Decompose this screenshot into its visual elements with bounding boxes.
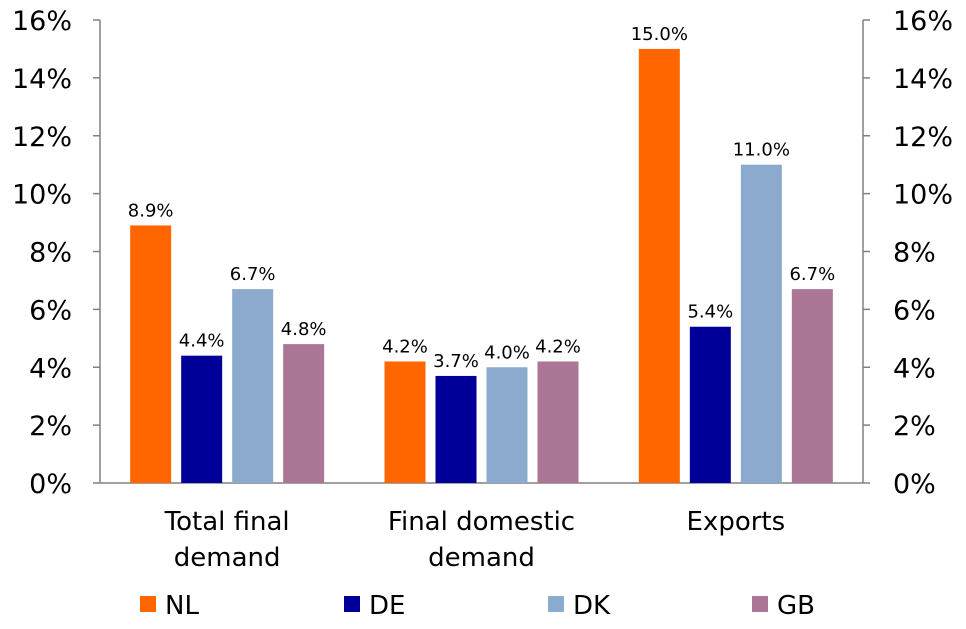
legend-label-nl: NL [165, 591, 199, 621]
bar-gb [791, 289, 833, 483]
legend-swatch-dk [548, 596, 564, 612]
left-tick-label: 4% [29, 353, 72, 384]
axes: 0% 0% 2% 2% 4% 4% 6% 6% 8% 8% 10% 10% 12% 12% 14% 14% 16… [12, 6, 953, 500]
bar-de [435, 375, 477, 483]
left-tick-label: 10% [12, 180, 72, 211]
bar-dk [232, 289, 274, 483]
data-label: 4.2% [535, 336, 581, 357]
bar-nl [384, 361, 426, 483]
category-label: demand [174, 543, 281, 573]
legend-label-dk: DK [573, 591, 611, 621]
legend-label-gb: GB [777, 591, 815, 621]
left-tick-label: 0% [29, 469, 72, 500]
left-tick-label: 16% [12, 6, 72, 37]
right-tick-label: 4% [893, 353, 936, 384]
left-tick-label: 14% [12, 64, 72, 95]
data-label: 4.4% [179, 331, 225, 352]
category-label: Exports [687, 507, 786, 537]
bar-dk [486, 367, 528, 483]
left-tick-label: 12% [12, 122, 72, 153]
left-tick-label: 6% [29, 295, 72, 326]
category-label: Final domestic [388, 507, 575, 537]
category-label: Total final [164, 507, 290, 537]
data-label: 4.2% [382, 336, 428, 357]
right-tick-label: 10% [893, 180, 953, 211]
data-label: 11.0% [733, 140, 790, 161]
data-label: 4.8% [281, 319, 327, 340]
right-tick-label: 12% [893, 122, 953, 153]
legend-swatch-nl [140, 596, 156, 612]
legend-swatch-gb [752, 596, 768, 612]
left-tick-label: 2% [29, 411, 72, 442]
right-tick-label: 16% [893, 6, 953, 37]
category-labels: Total final demand Final domestic demand Exp… [164, 507, 785, 573]
data-label: 6.7% [230, 264, 276, 285]
data-label: 8.9% [128, 200, 174, 221]
data-labels: 8.9%4.4%6.7%4.8%4.2%3.7% 4.0% 4.2%15.0%5.4… [128, 24, 835, 372]
bar-nl [130, 225, 172, 484]
bar-dk [740, 164, 782, 483]
data-label: 5.4% [687, 302, 733, 323]
data-label: 15.0% [631, 24, 688, 45]
bar-gb [283, 344, 325, 483]
bars [130, 48, 833, 484]
bar-gb [537, 361, 579, 483]
legend: NL DE DK GB [140, 591, 815, 621]
right-tick-label: 0% [893, 469, 936, 500]
right-tick-label: 8% [893, 238, 936, 269]
right-tick-label: 6% [893, 295, 936, 326]
bar-de [181, 355, 223, 483]
category-label: demand [428, 543, 535, 573]
left-tick-label: 8% [29, 238, 72, 269]
data-label: 4.0% [484, 342, 530, 363]
right-tick-label: 14% [893, 64, 953, 95]
data-label: 6.7% [789, 264, 835, 285]
bar-de [689, 326, 731, 483]
legend-label-de: DE [369, 591, 405, 621]
right-tick-label: 2% [893, 411, 936, 442]
data-label: 3.7% [433, 351, 479, 372]
bar-nl [638, 48, 680, 483]
legend-swatch-de [344, 596, 360, 612]
